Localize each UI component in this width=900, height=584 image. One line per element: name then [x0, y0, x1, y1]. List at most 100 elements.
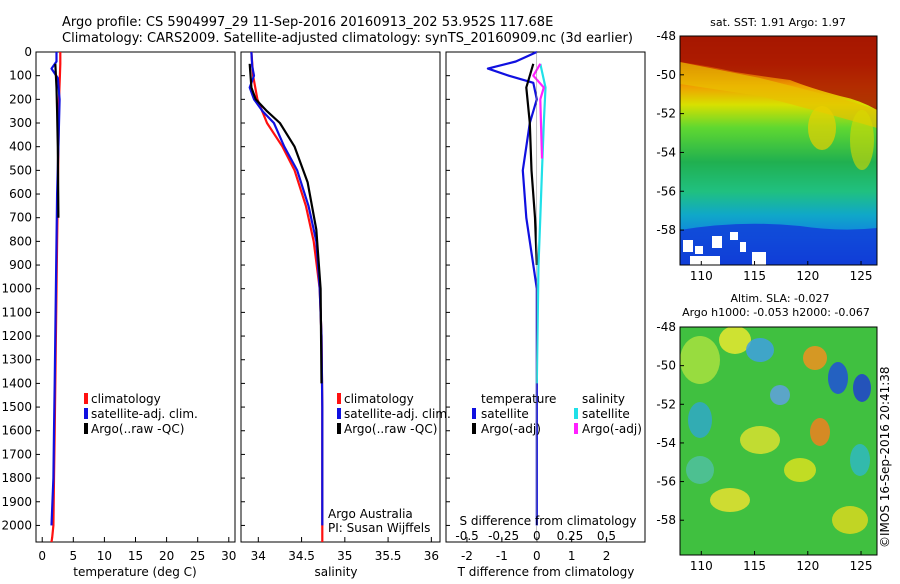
sst-warm-eddy-east — [850, 110, 874, 170]
temperature-legend: climatology satellite-adj. clim. Argo(..… — [84, 392, 198, 436]
y-tick-label: 400 — [9, 140, 32, 154]
sla-map-title: Altim. SLA: -0.027 — [730, 292, 829, 305]
s-tick-label: -0.5 — [455, 529, 478, 543]
sla-map-subtitle: Argo h1000: -0.053 h2000: -0.067 — [682, 306, 870, 319]
x-tick-label: 0 — [38, 549, 46, 563]
legend-swatch-satellite-adj — [337, 408, 341, 419]
land-mask-patch — [740, 242, 746, 252]
t-difference-label: T difference from climatology — [457, 565, 635, 579]
salinity-legend: climatology satellite-adj. clim. Argo(..… — [337, 392, 451, 436]
pi-credit: PI: Susan Wijffels — [328, 521, 430, 535]
legend-swatch-argo — [337, 423, 341, 434]
legend-swatch-temp-argo — [472, 423, 476, 434]
difference-panel: -2 -1 0 1 2 S difference from climatology -0… — [445, 50, 646, 579]
land-mask-patch — [730, 232, 738, 240]
series-line — [248, 63, 323, 384]
sst-heatmap — [680, 36, 877, 265]
x-tick-label: 30 — [221, 549, 236, 563]
land-mask-patch — [695, 246, 703, 254]
x-tick-label: 35.5 — [375, 549, 402, 563]
s-difference-label: S difference from climatology — [460, 514, 637, 528]
salinity-depth-ticks — [241, 51, 245, 526]
salinity-panel: 34 34.5 35 35.5 36 salinity climatology sate… — [240, 51, 451, 579]
sst-map-title: sat. SST: 1.91 Argo: 1.97 — [710, 16, 846, 29]
temperature-plot-frame — [35, 51, 236, 543]
legend-label-sal-argo: Argo(-adj) — [582, 422, 642, 436]
y-tick-label: 1100 — [1, 305, 32, 319]
sla-map-panel: Altim. SLA: -0.027 Argo h1000: -0.053 h2… — [656, 292, 892, 573]
sla-anomaly — [680, 336, 720, 384]
x-tick-label: 25 — [190, 549, 205, 563]
temperature-series — [50, 52, 62, 543]
depth-axis: 0 100 200 300 400 500 600 700 800 900 1000 1100 1200… — [1, 45, 40, 532]
sst-map-frame — [679, 35, 878, 266]
x-tick-label: 35 — [337, 549, 352, 563]
x-tick-label: -2 — [461, 549, 473, 563]
sla-anomaly — [810, 418, 830, 446]
x-tick-label: 0 — [533, 549, 541, 563]
legend-label-temp-satellite: satellite — [481, 407, 529, 421]
difference-depth-ticks — [446, 51, 450, 526]
land-mask-patch — [752, 252, 766, 265]
map-x-tick-label: 115 — [743, 269, 766, 283]
map-y-tick-label: -56 — [656, 184, 676, 198]
sst-cold-region — [680, 223, 877, 265]
sla-anomaly — [853, 374, 871, 402]
map-y-tick-label: -52 — [656, 397, 676, 411]
legend-label-temp-argo: Argo(-adj) — [481, 422, 541, 436]
y-tick-label: 1000 — [1, 282, 32, 296]
legend-label-argo: Argo(..raw -QC) — [344, 422, 437, 436]
x-tick-label: 5 — [69, 549, 77, 563]
x-tick-label: 34 — [251, 549, 266, 563]
x-tick-label: 36 — [424, 549, 439, 563]
s-difference-tick-labels: -0.5 -0.25 0 0.25 0.5 — [455, 529, 616, 543]
y-tick-label: 2000 — [1, 518, 32, 532]
legend-title-temperature: temperature — [481, 392, 556, 406]
y-tick-label: 1500 — [1, 400, 32, 414]
imos-timestamp: ©IMOS 16-Sep-2016 20:41:38 — [878, 366, 892, 548]
legend-swatch-sal-argo — [574, 423, 578, 434]
sla-anomaly — [803, 346, 827, 370]
y-tick-label: 200 — [9, 92, 32, 106]
map-y-tick-label: -54 — [656, 145, 676, 159]
map-x-tick-label: 125 — [850, 559, 873, 573]
series-line — [50, 52, 61, 526]
salinity-series — [248, 51, 324, 542]
temperature-x-axis: 0 5 10 15 20 25 30 — [38, 537, 236, 563]
map-y-tick-label: -50 — [656, 68, 676, 82]
s-tick-label: 0.25 — [557, 529, 584, 543]
argo-australia-credit: Argo Australia — [328, 507, 413, 521]
y-tick-label: 700 — [9, 211, 32, 225]
sla-anomaly — [740, 426, 780, 454]
sla-anomaly — [784, 458, 816, 482]
map-x-tick-label: 125 — [850, 269, 873, 283]
sla-anomaly — [832, 506, 868, 534]
legend-swatch-sal-satellite — [574, 408, 578, 419]
map-x-tick-label: 120 — [796, 269, 819, 283]
difference-legend: temperature salinity satellite Argo(-adj… — [472, 392, 642, 436]
y-tick-label: 600 — [9, 187, 32, 201]
y-tick-label: 1300 — [1, 353, 32, 367]
legend-label-sal-satellite: satellite — [582, 407, 630, 421]
difference-series — [486, 50, 547, 542]
y-tick-label: 300 — [9, 116, 32, 130]
map-y-tick-label: -58 — [656, 223, 676, 237]
series-line — [532, 63, 545, 159]
legend-label-climatology: climatology — [91, 392, 161, 406]
map-y-tick-label: -48 — [656, 29, 676, 43]
sst-map-panel: sat. SST: 1.91 Argo: 1.97 110 115 120 125 -4… — [656, 16, 878, 283]
series-line — [248, 51, 324, 526]
y-tick-label: 1800 — [1, 471, 32, 485]
salinity-plot-frame — [240, 51, 441, 543]
y-tick-label: 900 — [9, 258, 32, 272]
y-tick-label: 100 — [9, 69, 32, 83]
y-tick-label: 1700 — [1, 447, 32, 461]
sst-warm-region — [680, 36, 877, 110]
series-line — [54, 63, 60, 218]
x-tick-label: 15 — [128, 549, 143, 563]
x-tick-label: 2 — [603, 549, 611, 563]
map-y-tick-label: -54 — [656, 436, 676, 450]
y-tick-label: 0 — [24, 45, 32, 59]
salinity-x-label: salinity — [314, 565, 357, 579]
